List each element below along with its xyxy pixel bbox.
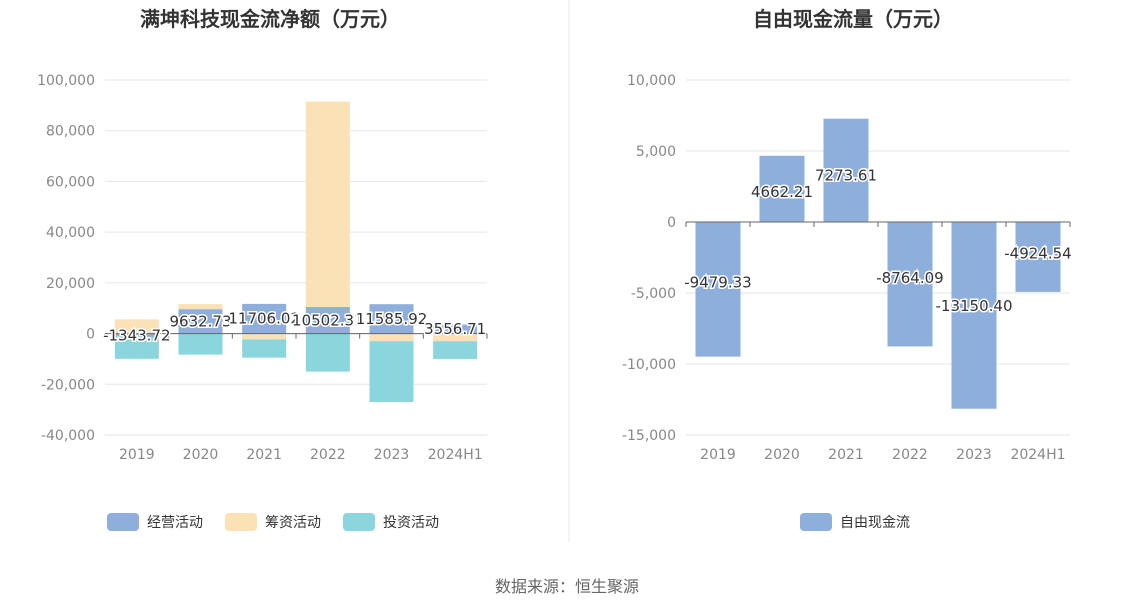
bar-financing	[305, 101, 350, 307]
y-tick-label: 0	[86, 327, 95, 343]
x-tick-label: 2021	[246, 447, 282, 463]
y-tick-label: 40,000	[46, 225, 95, 241]
y-tick-label: -20,000	[41, 377, 95, 393]
x-axis-labels: 2019 2020 2021 2022 2023 2024H1	[119, 447, 483, 463]
y-tick-label: 80,000	[46, 124, 95, 140]
legend-label: 经营活动	[147, 515, 203, 531]
y-tick-label: -15,000	[622, 428, 676, 444]
legend-swatch	[225, 513, 257, 531]
y-tick-label: 10,000	[627, 73, 676, 89]
legend-label: 筹资活动	[265, 514, 321, 531]
data-labels: -1343.729632.7311706.0210502.3111585.923…	[102, 308, 488, 346]
axis	[685, 221, 1071, 227]
bar	[887, 222, 933, 347]
y-tick-label: -10,000	[622, 357, 676, 373]
x-tick-label: 2019	[700, 447, 736, 463]
data-label: -1343.72	[103, 326, 170, 344]
bar	[1015, 222, 1061, 292]
data-label: 10502.31	[292, 311, 364, 329]
x-tick-label: 2020	[183, 447, 219, 463]
bar-operating	[114, 333, 159, 337]
bar-financing	[178, 304, 223, 310]
bar-investing	[242, 339, 287, 358]
data-label: -8764.09	[876, 269, 943, 287]
chart-title: 自由现金流量（万元）	[753, 7, 953, 31]
legend: 经营活动 筹资活动 投资活动	[107, 513, 439, 531]
data-label: -4924.54	[1004, 244, 1071, 262]
free-cashflow-chart: 自由现金流量（万元） 10,000 5,000 0 -5,000 -10,000 -15,…	[622, 7, 1073, 531]
source-text: 数据来源：恒生聚源	[495, 577, 639, 596]
chart-title: 满坤科技现金流净额（万元）	[140, 7, 400, 31]
bar-operating	[305, 306, 350, 334]
bar-investing	[369, 341, 414, 403]
bar	[695, 222, 741, 357]
bar-operating	[242, 303, 287, 334]
legend-swatch	[343, 513, 375, 531]
x-tick-label: 2024H1	[428, 447, 483, 463]
bar-investing	[178, 333, 223, 355]
legend: 自由现金流	[800, 513, 910, 531]
bar-operating	[178, 309, 223, 334]
bar-financing	[114, 319, 159, 334]
data-label: 9632.73	[169, 312, 231, 330]
bar	[951, 222, 997, 409]
x-tick-label: 2022	[310, 447, 346, 463]
y-axis-labels: 10,000 5,000 0 -5,000 -10,000 -15,000	[622, 73, 676, 444]
legend-swatch	[107, 513, 139, 531]
bar-financing	[369, 333, 414, 342]
data-label: -13150.40	[936, 297, 1013, 315]
y-tick-label: 0	[667, 215, 676, 231]
data-label: 11706.02	[228, 310, 300, 328]
data-label: 4662.21	[751, 183, 813, 201]
cashflow-chart: 满坤科技现金流净额（万元） 100,000 80,000 60,000 40,000 2…	[37, 7, 488, 531]
x-tick-label: 2024H1	[1010, 447, 1065, 463]
y-tick-label: 20,000	[46, 276, 95, 292]
y-axis-labels: 100,000 80,000 60,000 40,000 20,000 0 -20,000 -…	[37, 73, 95, 444]
x-tick-label: 2021	[828, 447, 864, 463]
bar-financing	[242, 333, 287, 340]
data-label: 3556.71	[424, 320, 486, 338]
bar-financing	[433, 333, 478, 342]
x-tick-label: 2019	[119, 447, 155, 463]
y-tick-label: -5,000	[631, 286, 676, 302]
x-tick-label: 2023	[374, 447, 410, 463]
x-tick-label: 2023	[956, 447, 992, 463]
x-tick-label: 2022	[892, 447, 928, 463]
data-label: -9479.33	[684, 274, 751, 292]
x-tick-label: 2020	[764, 447, 800, 463]
y-tick-label: 5,000	[636, 144, 676, 160]
bars	[114, 101, 478, 403]
legend-label: 自由现金流	[840, 515, 910, 531]
legend-label: 投资活动	[383, 515, 439, 531]
legend-swatch	[800, 513, 832, 531]
grid-lines	[105, 79, 487, 436]
data-label: 11585.92	[356, 310, 428, 328]
y-tick-label: 100,000	[37, 73, 95, 89]
grid-lines	[686, 79, 1070, 436]
x-axis-labels: 2019 2020 2021 2022 2023 2024H1	[700, 447, 1065, 463]
y-tick-label: -40,000	[41, 428, 95, 444]
bar-investing	[433, 341, 478, 359]
bar-investing	[305, 333, 350, 372]
axis	[104, 333, 488, 339]
data-label: 7273.61	[815, 167, 877, 185]
y-tick-label: 60,000	[46, 174, 95, 190]
bar-investing	[114, 336, 159, 359]
bar-operating	[369, 304, 414, 334]
bars	[695, 118, 1061, 409]
bar	[759, 155, 805, 222]
bar	[823, 118, 869, 222]
bar-operating	[433, 324, 478, 334]
